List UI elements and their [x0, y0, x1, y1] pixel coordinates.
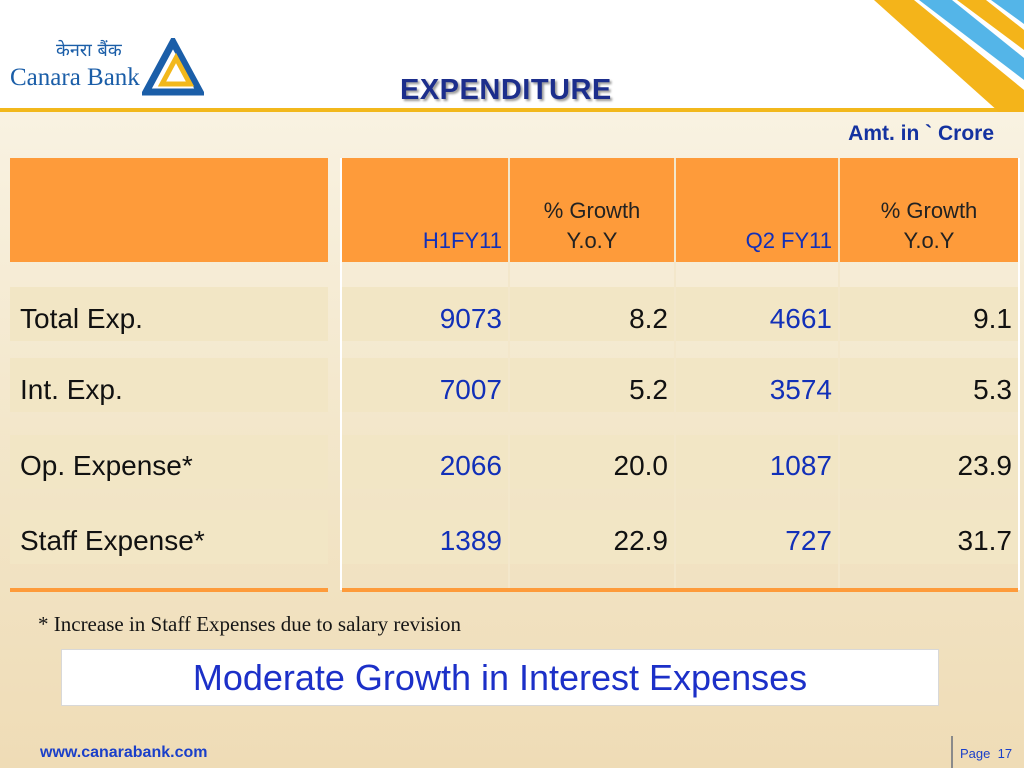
table-row-bg [10, 287, 328, 341]
cell-growth-1: 8.2 [629, 303, 668, 334]
unit-label: Amt. in ` Crore [848, 122, 994, 145]
column-header-growth-1: % Growth Y.o.Y [543, 198, 641, 253]
row-label-staff-expense: Staff Expense* [20, 525, 205, 556]
table-row-bg [10, 358, 328, 412]
cell-growth-2: 5.3 [973, 374, 1012, 405]
page-number: Page 17 [960, 746, 1013, 761]
cell-q2fy11: 1087 [769, 450, 832, 481]
table-header-band [342, 158, 1018, 262]
row-label-op-expense: Op. Expense* [20, 450, 193, 481]
canara-triangle-icon [142, 38, 204, 96]
cell-growth-2: 9.1 [973, 303, 1012, 334]
table-row-bg [10, 510, 328, 564]
table-row-bg [342, 510, 1018, 564]
headline-text: Moderate Growth in Interest Expenses [192, 656, 808, 698]
table-bottom-rule [342, 588, 1018, 592]
table-row-bg [342, 358, 1018, 412]
column-header-h1fy11: H1FY11 [422, 228, 502, 253]
corner-stripes-decoration [874, 0, 1024, 112]
cell-growth-2: 23.9 [957, 450, 1013, 481]
cell-growth-1: 5.2 [629, 374, 668, 405]
cell-h1fy11: 2066 [439, 450, 502, 481]
cell-growth-1: 20.0 [613, 450, 669, 481]
footer-website-link[interactable]: www.canarabank.com [40, 744, 208, 761]
canara-bank-logo: केनरा बैंक Canara Bank [2, 26, 236, 104]
table-row-bg [342, 287, 1018, 341]
table-bottom-rule [10, 588, 328, 592]
table-frame-line [340, 158, 342, 590]
cell-q2fy11: 4661 [769, 303, 832, 334]
footnote: * Increase in Staff Expenses due to sala… [38, 612, 461, 636]
cell-h1fy11: 9073 [439, 303, 502, 334]
cell-growth-2: 31.7 [957, 525, 1013, 556]
column-header-growth-2: % Growth Y.o.Y [880, 198, 978, 253]
header-divider [0, 108, 1024, 112]
table-frame-line [1018, 158, 1020, 590]
column-header-q2fy11: Q2 FY11 [745, 228, 832, 253]
table-row-bg [10, 435, 328, 489]
page-title: EXPENDITURE [400, 74, 612, 106]
cell-h1fy11: 7007 [439, 374, 502, 405]
logo-english-text: Canara Bank [10, 64, 140, 91]
cell-q2fy11: 3574 [769, 374, 832, 405]
column-separator [508, 158, 510, 588]
table-header-label-cell [10, 158, 328, 262]
column-separator [674, 158, 676, 588]
row-label-int-exp: Int. Exp. [20, 374, 123, 405]
row-label-total-exp: Total Exp. [20, 303, 143, 334]
footer-divider [951, 736, 953, 768]
cell-growth-1: 22.9 [613, 525, 669, 556]
cell-h1fy11: 1389 [439, 525, 502, 556]
logo-hindi-text: केनरा बैंक [56, 40, 122, 61]
table-row-bg [342, 435, 1018, 489]
cell-q2fy11: 727 [785, 525, 832, 556]
headline-banner: Moderate Growth in Interest Expenses [61, 649, 939, 706]
column-separator [838, 158, 840, 588]
